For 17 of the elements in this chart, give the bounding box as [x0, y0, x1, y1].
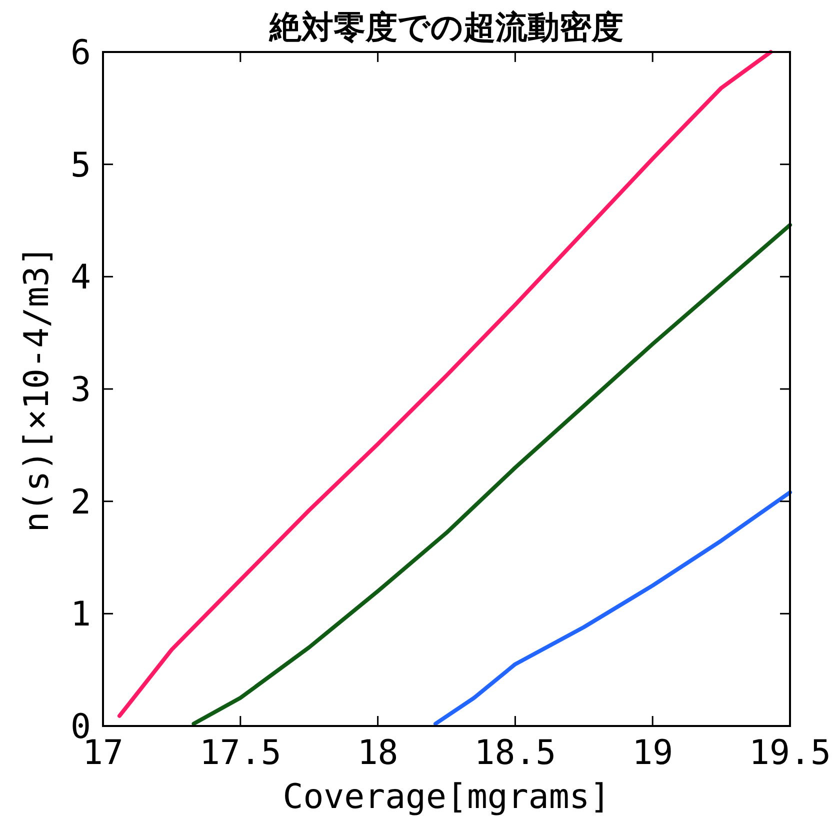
- y-axis-title: n(s)[×10-4/m3]: [17, 246, 57, 532]
- y-tick-label: 3: [70, 370, 91, 410]
- x-tick-label: 17.5: [199, 733, 282, 773]
- line-series: [192, 222, 792, 726]
- y-tick-label: 6: [70, 33, 91, 73]
- y-tick-label: 1: [70, 594, 91, 635]
- y-tick-label: 2: [70, 482, 91, 522]
- x-tick-label: 19: [632, 733, 674, 773]
- chart-title: 絶対零度での超流動密度: [268, 8, 624, 46]
- y-tick-label: 4: [70, 258, 91, 298]
- y-tick-label: 5: [70, 145, 91, 186]
- x-tick-label: 18.5: [474, 733, 556, 773]
- line-series: [434, 490, 792, 726]
- x-tick-label: 19.5: [749, 733, 831, 773]
- x-axis-title: Coverage[mgrams]: [282, 777, 610, 817]
- x-tick-label: 18: [357, 733, 398, 773]
- line-series: [117, 50, 773, 718]
